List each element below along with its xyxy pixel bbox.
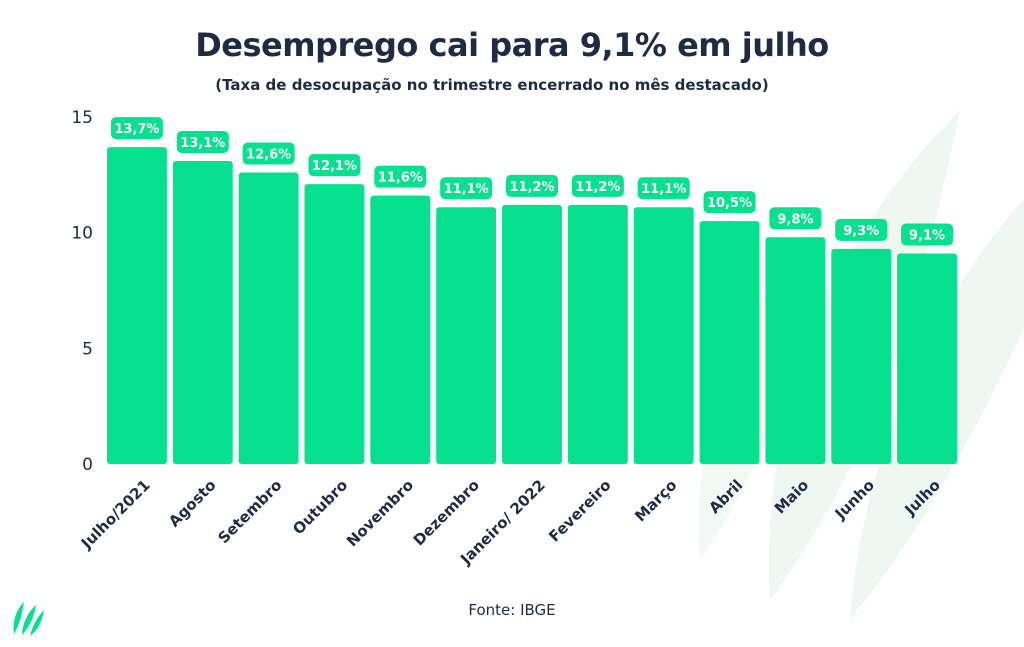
leaf-logo-icon: [13, 602, 44, 636]
data-label: 9,8%: [777, 212, 813, 227]
data-label-badge: [901, 223, 954, 246]
bar: [238, 172, 299, 464]
data-label: 11,2%: [575, 180, 620, 195]
data-label: 11,6%: [378, 171, 423, 186]
data-label-badge: [176, 130, 229, 153]
x-tick-label: Abril: [705, 476, 746, 517]
y-tick-label: 15: [71, 108, 93, 128]
data-label-badge: [440, 177, 493, 200]
data-label: 12,1%: [312, 159, 357, 174]
x-tick-label: Agosto: [165, 476, 219, 530]
data-label: 9,1%: [909, 228, 945, 243]
data-label: 13,1%: [180, 136, 225, 151]
data-label-badge: [506, 174, 558, 197]
x-tick-label: Maio: [771, 476, 812, 517]
x-tick-label: Junho: [831, 476, 878, 523]
data-label: 11,1%: [641, 182, 686, 197]
y-tick-label: 0: [82, 455, 93, 475]
bar: [831, 248, 892, 464]
data-label-badge: [637, 177, 690, 200]
x-tick-label: Dezembro: [410, 476, 483, 549]
x-tick-label: Fevereiro: [545, 476, 614, 545]
data-label: 9,3%: [843, 224, 879, 239]
bar: [370, 195, 431, 465]
chart-title: Desemprego cai para 9,1% em julho: [195, 26, 829, 64]
chart-subtitle: (Taxa de desocupação no trimestre encerr…: [215, 76, 769, 94]
x-tick-label: Outubro: [289, 476, 351, 538]
bar: [502, 204, 562, 464]
bar: [106, 147, 167, 464]
bar: [172, 160, 233, 464]
data-label: 11,2%: [509, 180, 554, 195]
bar: [897, 253, 958, 464]
x-tick-label: Julho/2021: [77, 476, 154, 553]
bar: [304, 184, 365, 464]
bar: [699, 221, 760, 464]
x-tick-label: Novembro: [343, 476, 417, 550]
data-label-badge: [242, 142, 295, 165]
data-label-badge: [835, 218, 888, 241]
data-label: 13,7%: [114, 122, 159, 137]
data-label-badge: [110, 117, 163, 140]
x-tick-label: Março: [631, 476, 680, 525]
data-label: 11,1%: [444, 182, 489, 197]
data-label-badge: [308, 154, 361, 177]
data-label-badge: [374, 165, 427, 188]
y-tick-label: 10: [71, 224, 93, 244]
data-label-badge: [769, 207, 822, 230]
bar: [436, 207, 497, 464]
x-tick-label: Setembro: [214, 476, 285, 547]
y-tick-label: 5: [82, 339, 93, 359]
data-label: 10,5%: [707, 196, 752, 211]
source-note: Fonte: IBGE: [468, 601, 556, 619]
data-label-badge: [571, 174, 624, 197]
bar: [765, 237, 826, 464]
data-label: 12,6%: [246, 148, 291, 163]
data-label-badge: [703, 191, 756, 214]
x-tick-label: Julho: [900, 476, 943, 519]
bar: [567, 204, 628, 464]
bar: [633, 207, 694, 464]
